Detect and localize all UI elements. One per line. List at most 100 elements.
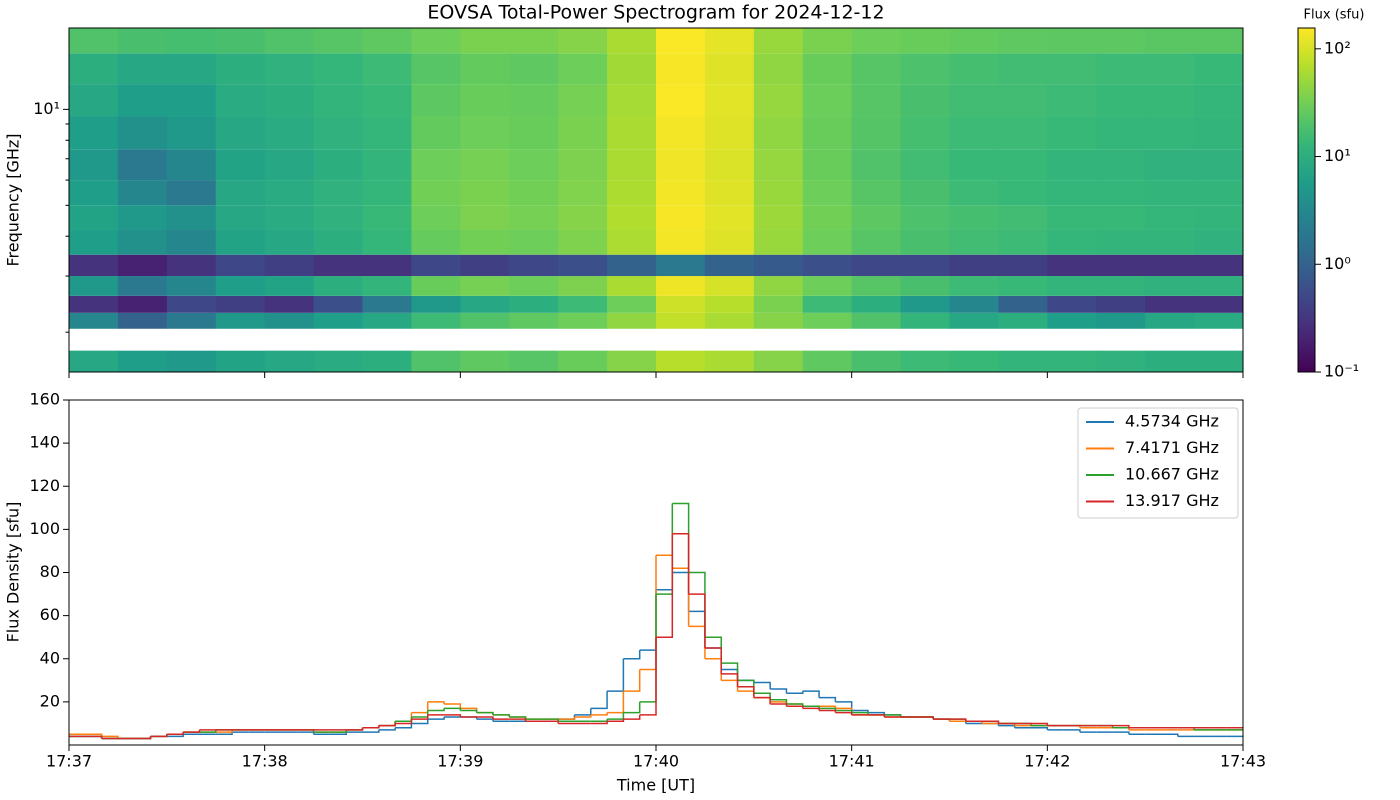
step-segment <box>411 701 429 714</box>
step-segment <box>1031 722 1049 726</box>
heatmap-cell <box>313 84 363 117</box>
step-segment <box>411 714 429 720</box>
y-axis-label: Flux Density [sfu] <box>4 502 23 643</box>
heatmap-cell <box>1096 350 1146 372</box>
colorbar-label: Flux (sfu) <box>1304 8 1365 23</box>
chart-title: EOVSA Total-Power Spectrogram for 2024-1… <box>427 2 884 24</box>
x-axis-label: Time [UT] <box>616 776 695 795</box>
heatmap-cell <box>117 180 168 206</box>
step-segment <box>623 650 641 660</box>
heatmap-cell <box>949 205 999 230</box>
step-segment <box>411 710 429 718</box>
step-segment <box>362 725 380 729</box>
heatmap-cell <box>851 350 901 372</box>
heatmap-cell <box>509 116 559 150</box>
heatmap-cell <box>998 295 1048 313</box>
heatmap-cell <box>264 229 314 255</box>
step-segment <box>623 714 641 720</box>
step-segment <box>607 691 625 714</box>
heatmap-cell <box>998 312 1048 329</box>
heatmap-cell <box>215 205 266 230</box>
heatmap-cell <box>166 149 217 181</box>
heatmap-cell <box>509 84 559 117</box>
heatmap-cell <box>117 205 168 230</box>
heatmap-cell <box>460 149 510 181</box>
heatmap-cell <box>656 205 706 230</box>
heatmap-cell <box>460 312 510 329</box>
heatmap-cell <box>900 180 950 206</box>
heatmap-cell <box>166 28 217 54</box>
heatmap-cell <box>1047 229 1097 255</box>
heatmap-cell <box>264 205 314 230</box>
heatmap-cell <box>607 149 657 181</box>
colorbar-tick-label: 10¹ <box>1324 146 1351 165</box>
step-segment <box>85 735 103 739</box>
heatmap-cell <box>607 28 657 54</box>
step-segment <box>639 555 657 671</box>
x-tick-label: 17:39 <box>437 752 483 771</box>
heatmap-cell <box>704 312 755 329</box>
heatmap-cell <box>69 84 119 117</box>
step-segment <box>492 714 510 717</box>
heatmap-cell <box>949 84 999 117</box>
heatmap-cell <box>558 295 608 313</box>
heatmap-cell <box>656 84 706 117</box>
heatmap-cell <box>264 180 314 206</box>
heatmap-cell <box>1194 149 1244 181</box>
heatmap-cell <box>607 350 657 372</box>
heatmap-cell <box>998 116 1048 150</box>
step-segment <box>183 729 201 733</box>
step-segment <box>1161 733 1179 737</box>
step-segment <box>786 691 804 694</box>
step-segment <box>998 724 1016 728</box>
step-segment <box>770 698 788 705</box>
heatmap-cell <box>704 28 755 54</box>
step-segment <box>737 686 755 698</box>
step-segment <box>704 658 722 681</box>
colorbar-tick-label: 10⁰ <box>1324 254 1351 273</box>
step-segment <box>378 727 396 731</box>
heatmap-cell <box>1145 28 1195 54</box>
heatmap-cell <box>1145 312 1195 329</box>
heatmap-cell <box>704 149 755 181</box>
heatmap-cell <box>166 295 217 313</box>
heatmap-cell <box>1145 116 1195 150</box>
heatmap-cell <box>656 295 706 313</box>
heatmap-cell <box>998 53 1048 85</box>
step-segment <box>721 662 739 681</box>
heatmap-cell <box>313 28 363 54</box>
heatmap-cell <box>215 116 266 150</box>
heatmap-cell <box>69 295 119 313</box>
heatmap-cell <box>509 53 559 85</box>
heatmap-cell <box>851 180 901 206</box>
heatmap-cell <box>411 312 461 329</box>
step-segment <box>460 709 478 713</box>
heatmap-cell <box>851 116 901 150</box>
heatmap-cell <box>509 254 559 277</box>
heatmap-cell <box>802 28 853 54</box>
heatmap-cell <box>117 53 168 85</box>
heatmap-cell <box>753 350 804 372</box>
heatmap-cell <box>362 350 412 372</box>
heatmap-cell <box>460 180 510 206</box>
step-segment <box>753 681 771 689</box>
heatmap-cell <box>411 350 461 372</box>
step-segment <box>411 719 429 725</box>
heatmap-cell <box>1194 205 1244 230</box>
heatmap-cell <box>607 229 657 255</box>
heatmap-cell <box>215 28 266 54</box>
heatmap-cell <box>264 116 314 150</box>
heatmap-cell <box>362 205 412 230</box>
heatmap-cell <box>362 254 412 277</box>
y-tick-label: 80 <box>40 562 60 581</box>
heatmap-cell <box>607 312 657 329</box>
heatmap-cell <box>264 295 314 313</box>
heatmap-cell <box>509 28 559 54</box>
heatmap-cell <box>949 295 999 313</box>
heatmap-cell <box>1047 53 1097 85</box>
heatmap-cell <box>411 116 461 150</box>
heatmap-cell <box>69 149 119 181</box>
heatmap-cell <box>166 205 217 230</box>
heatmap-cell <box>166 116 217 150</box>
heatmap-cell <box>753 180 804 206</box>
